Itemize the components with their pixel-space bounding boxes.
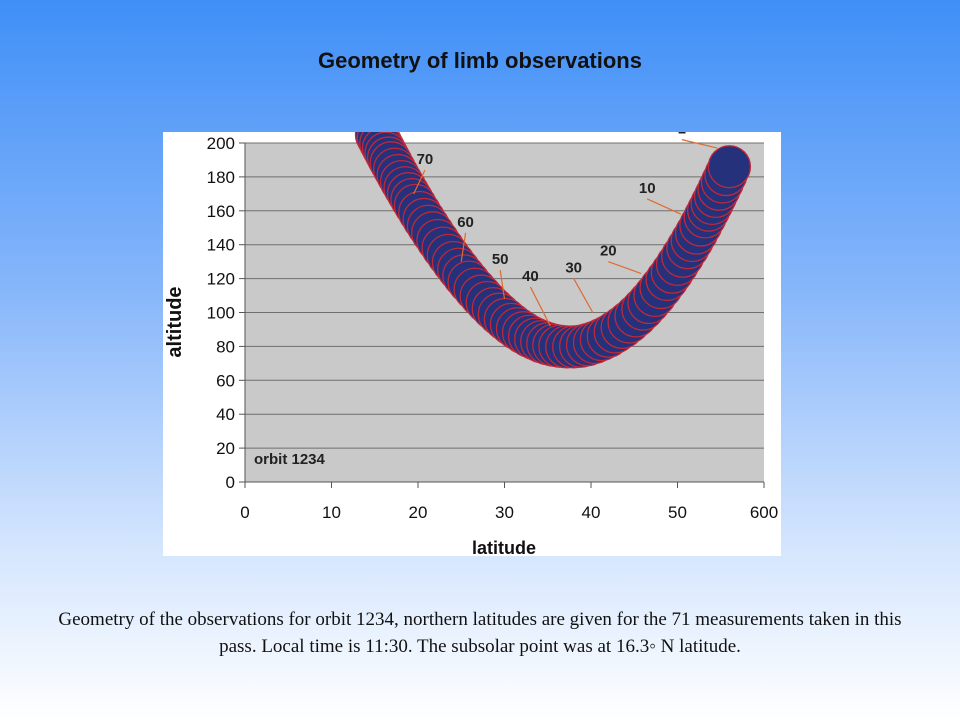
y-axis-label: altitude bbox=[164, 286, 186, 357]
y-tick-label: 140 bbox=[207, 236, 235, 255]
x-tick-label: 40 bbox=[582, 503, 601, 522]
point-label: 50 bbox=[492, 251, 509, 268]
leader-line bbox=[681, 139, 718, 149]
y-tick-label: 40 bbox=[216, 405, 235, 424]
point-label: 60 bbox=[457, 214, 474, 231]
x-axis-label: latitude bbox=[472, 538, 536, 556]
y-tick-label: 180 bbox=[207, 168, 235, 187]
leader-line bbox=[608, 261, 642, 275]
point-label: 1 bbox=[678, 132, 686, 138]
orbit-annotation: orbit 1234 bbox=[254, 451, 326, 468]
leader-line bbox=[573, 278, 594, 313]
leader-line bbox=[529, 286, 551, 327]
leader-line bbox=[646, 198, 682, 215]
point-label: 20 bbox=[600, 243, 617, 260]
slide-caption: Geometry of the observations for orbit 1… bbox=[58, 609, 902, 657]
y-tick-label: 60 bbox=[216, 371, 235, 390]
y-tick-label: 100 bbox=[207, 304, 235, 323]
x-tick-label: 20 bbox=[409, 503, 428, 522]
x-tick-label: 50 bbox=[668, 503, 687, 522]
y-tick-label: 120 bbox=[207, 270, 235, 289]
x-tick-label: 10 bbox=[322, 503, 341, 522]
point-label: 70 bbox=[417, 151, 434, 168]
data-point bbox=[707, 145, 752, 189]
point-label: 10 bbox=[639, 180, 656, 197]
y-tick-label: 20 bbox=[216, 439, 235, 458]
point-label: 40 bbox=[522, 268, 539, 285]
y-tick-label: 160 bbox=[207, 202, 235, 221]
point-label: 30 bbox=[565, 260, 582, 277]
slide-title: Geometry of limb observations bbox=[318, 48, 642, 73]
y-tick-label: 80 bbox=[216, 337, 235, 356]
x-tick-label: 0 bbox=[240, 503, 249, 522]
chart-container: 0 20 40 60 80 100 120 140 160 180 200 0 10 20 30 40 50 60… bbox=[163, 132, 781, 556]
leader-line bbox=[499, 270, 506, 300]
x-tick-label: 30 bbox=[495, 503, 514, 522]
leader-line bbox=[413, 169, 426, 195]
y-tick-label: 0 bbox=[226, 473, 235, 492]
leader-line bbox=[460, 232, 467, 262]
x-tick-label: 600 bbox=[750, 503, 778, 522]
y-tick-label: 200 bbox=[207, 134, 235, 153]
